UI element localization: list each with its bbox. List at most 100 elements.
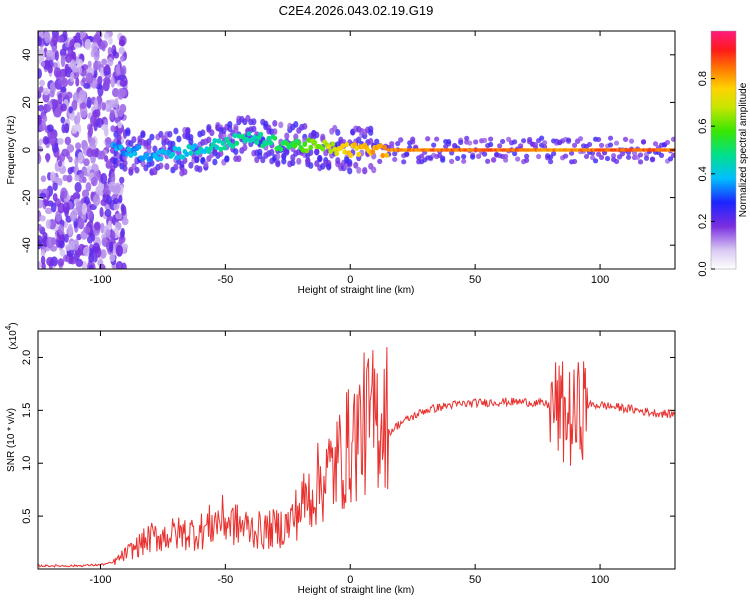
spectral-halo-point [134, 166, 140, 174]
spectral-halo-point [236, 155, 242, 163]
spectral-noise-point [78, 89, 87, 102]
spectral-halo-point [140, 131, 146, 139]
spectral-noise-point [38, 223, 42, 231]
spectral-ridge-point [176, 146, 182, 152]
y-tick-label: 1.0 [21, 456, 33, 471]
spectral-halo-point [640, 139, 647, 145]
spectral-ridge-point [340, 143, 346, 149]
colorbar-tick-label: 0.8 [697, 71, 709, 86]
spectral-halo-point [503, 157, 509, 163]
spectral-noise-point [50, 202, 57, 213]
spectral-ridge-point [186, 144, 192, 150]
spectral-ridge-point [218, 146, 224, 152]
spectral-halo-point [515, 156, 521, 162]
spectral-noise-point [105, 228, 111, 239]
spectral-halo-point [607, 142, 614, 148]
spectral-noise-point [57, 93, 63, 105]
x-tick-label: -50 [217, 574, 233, 586]
spectral-halo-point [251, 125, 257, 133]
spectral-halo-point [419, 153, 425, 159]
spectral-halo-point [122, 164, 128, 172]
spectral-ridge-point [272, 135, 278, 141]
spectral-noise-point [68, 255, 77, 265]
spectral-noise-point [46, 256, 54, 267]
spectral-noise-point [83, 82, 91, 89]
spectral-noise-point [90, 114, 97, 127]
spectral-noise-point [91, 42, 99, 53]
spectral-noise-point [90, 149, 99, 157]
spectral-halo-point [110, 164, 116, 172]
spectral-noise-point [57, 202, 65, 214]
spectral-ridge-point [232, 132, 238, 139]
spectral-halo-point [242, 144, 248, 152]
spectral-halo-point [389, 144, 395, 150]
spectral-halo-point [503, 153, 509, 159]
spectral-ridge-point [132, 151, 138, 157]
spectral-halo-point [604, 155, 611, 162]
spectral-noise-point [59, 249, 66, 257]
spectral-noise-point [100, 222, 105, 234]
spectral-halo-point [308, 149, 314, 156]
spectral-halo-point [613, 158, 620, 165]
x-tick-label: 100 [591, 574, 609, 586]
spectral-noise-point [38, 146, 44, 153]
spectral-halo-point [158, 162, 164, 170]
spectral-noise-point [75, 142, 82, 150]
spectral-noise-point [83, 158, 90, 167]
spectral-halo-point [281, 157, 287, 165]
spectral-noise-point [75, 258, 84, 268]
chart-title: C2E4.2026.043.02.19.G19 [279, 3, 434, 18]
spectral-halo-point [473, 139, 479, 145]
spectral-noise-point [79, 105, 88, 118]
spectral-noise-point [120, 55, 125, 62]
spectral-noise-point [79, 102, 87, 109]
spectral-noise-point [74, 156, 79, 167]
spectral-halo-point [550, 151, 557, 157]
spectral-halo-point [308, 162, 314, 169]
y-tick-label: 0 [21, 147, 33, 153]
spectral-noise-point [114, 184, 121, 194]
spectral-noise-point [100, 124, 109, 131]
spectral-halo-point [269, 148, 275, 156]
spectral-halo-point [233, 126, 239, 133]
spectral-noise-point [71, 124, 78, 134]
spectral-ridge-point [246, 131, 252, 137]
spectral-noise-point [104, 209, 112, 218]
spectral-noise-point [38, 261, 41, 269]
spectral-halo-point [524, 153, 530, 159]
spectral-noise-point [44, 31, 51, 44]
spectral-noise-point [100, 172, 108, 185]
spectral-halo-point [637, 159, 644, 165]
spectral-noise-point [38, 235, 43, 246]
spectral-noise-point [57, 137, 64, 145]
spectral-ridge-point [306, 137, 312, 143]
y-tick-label: 1.5 [21, 403, 33, 418]
spectral-noise-point [38, 114, 43, 126]
spectral-ridge-point [128, 152, 134, 158]
spectral-noise-point [39, 215, 46, 222]
spectral-noise-point [58, 240, 65, 249]
spectral-halo-point [353, 161, 359, 169]
spectral-ridge-point [222, 145, 228, 151]
spectral-halo-point [598, 154, 605, 160]
spectral-noise-point [60, 54, 66, 67]
spectral-halo-point [410, 139, 416, 145]
spectral-noise-point [68, 156, 73, 163]
spectral-halo-point [200, 129, 206, 137]
spectral-noise-point [62, 174, 69, 182]
spectral-halo-point [482, 151, 488, 157]
spectral-halo-point [149, 159, 155, 167]
spectral-halo-point [586, 141, 593, 148]
spectral-halo-point [374, 138, 380, 144]
snr-series-line [38, 347, 675, 568]
spectral-halo-point [326, 163, 332, 171]
spectral-noise-point [109, 109, 115, 120]
spectral-noise-point [114, 97, 119, 110]
spectral-halo-point [464, 135, 470, 141]
spectral-halo-point [206, 124, 212, 131]
spectral-noise-point [52, 193, 58, 202]
spectral-ridge-point [156, 149, 162, 155]
spectral-ridge-point [174, 155, 180, 161]
spectral-halo-point [500, 138, 506, 145]
spectral-ridge-point [214, 144, 220, 150]
